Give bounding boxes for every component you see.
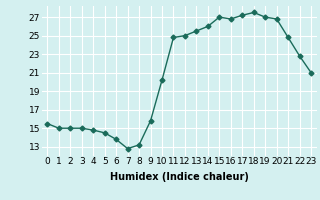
X-axis label: Humidex (Indice chaleur): Humidex (Indice chaleur) [110, 172, 249, 182]
